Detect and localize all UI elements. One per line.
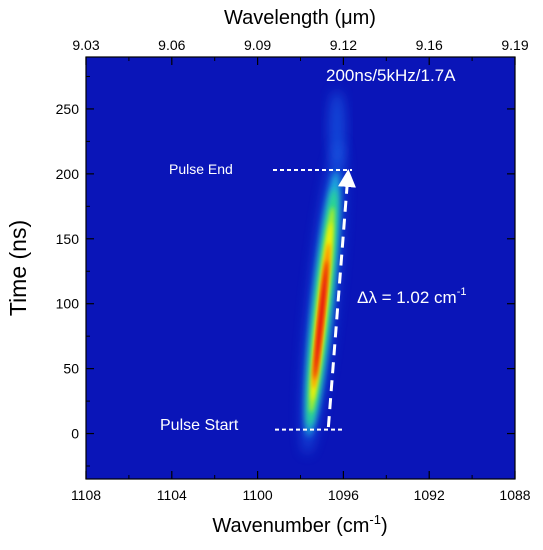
heatmap-layer-6 (314, 260, 328, 379)
x2-tick-label-3: 9.12 (330, 37, 357, 53)
x2-axis-title: Wavelength (μm) (224, 7, 376, 29)
x-axis-top: 9.03 9.06 9.09 9.12 9.16 9.19 (72, 37, 529, 65)
x-tick-label-2: 1100 (243, 487, 273, 503)
annotation-top-right: 200ns/5kHz/1.7A (326, 66, 456, 85)
x-tick-label-4: 1092 (414, 487, 445, 503)
x-axis-bottom: 1108 1104 1100 1096 1092 1088 (71, 471, 531, 503)
x-axis-title: Wavenumber (cm-1) (212, 512, 387, 537)
x-tick-label-1: 1104 (157, 487, 187, 503)
x2-tick-label-4: 9.16 (416, 37, 443, 53)
x-tick-label-5: 1088 (499, 487, 530, 503)
annotation-lines (273, 168, 356, 431)
delta-arrow (326, 168, 356, 428)
plot-background (86, 57, 515, 479)
x2-tick-label-1: 9.06 (158, 37, 185, 53)
y-tick-label-1: 50 (63, 361, 79, 377)
heatmap-spot (301, 90, 345, 455)
y-tick-label-2: 100 (56, 296, 80, 312)
x-tick-label-3: 1096 (328, 487, 359, 503)
y-tick-label-0: 0 (71, 426, 79, 442)
x2-tick-label-2: 9.09 (244, 37, 271, 53)
y-axis: 0 50 100 150 200 250 (56, 75, 515, 467)
y-tick-label-4: 200 (56, 166, 80, 182)
pulse-start-label: Pulse Start (160, 417, 239, 434)
y-tick-label-5: 250 (56, 101, 80, 117)
pulse-end-label: Pulse End (169, 161, 233, 177)
y-tick-label-3: 150 (56, 231, 80, 247)
heatmap-tail (328, 90, 345, 167)
x2-tick-label-0: 9.03 (72, 37, 99, 53)
x-tick-label-0: 1108 (71, 487, 101, 503)
y-axis-title: Time (ns) (5, 220, 31, 316)
x2-tick-label-5: 9.19 (501, 37, 528, 53)
delta-label: Δλ = 1.02 cm-1 (357, 286, 466, 307)
